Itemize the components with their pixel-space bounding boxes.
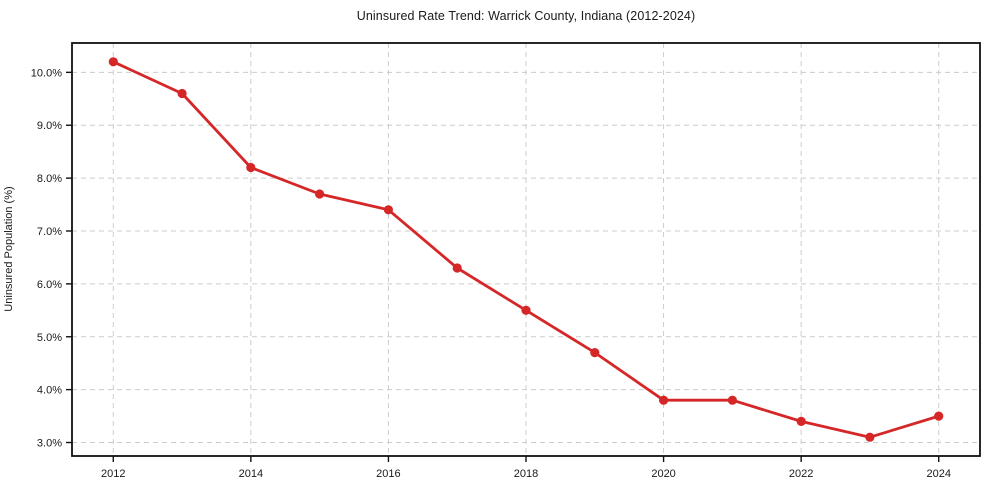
data-point-marker [590,348,600,358]
y-tick-label: 6.0% [37,279,62,291]
y-tick-label: 10.0% [31,67,62,79]
data-point-marker [727,395,738,405]
data-point-marker [177,88,187,99]
x-tick-label: 2012 [101,468,125,480]
data-point-marker [796,416,806,426]
y-tick-label: 3.0% [37,438,62,450]
y-tick-label: 4.0% [37,385,62,397]
x-tick-label: 2016 [376,468,400,480]
data-point-marker [521,305,531,315]
y-tick-label: 7.0% [37,226,62,238]
data-point-marker [659,395,669,405]
x-tick-label: 2018 [514,468,538,480]
y-tick-label: 5.0% [37,332,62,344]
data-point-marker [865,432,875,442]
x-tick-label: 2022 [789,468,813,480]
data-point-marker [315,189,325,199]
data-point-marker [246,162,256,173]
data-point-marker [108,57,118,67]
y-tick-label: 9.0% [37,120,62,132]
x-tick-label: 2020 [651,468,675,480]
data-point-marker [452,263,462,273]
x-tick-label: 2014 [239,468,263,480]
chart-title: Uninsured Rate Trend: Warrick County, In… [356,9,696,23]
y-tick-label: 8.0% [37,173,62,185]
data-point-marker [383,205,393,215]
x-tick-label: 2024 [926,468,950,480]
data-point-marker [934,411,944,421]
